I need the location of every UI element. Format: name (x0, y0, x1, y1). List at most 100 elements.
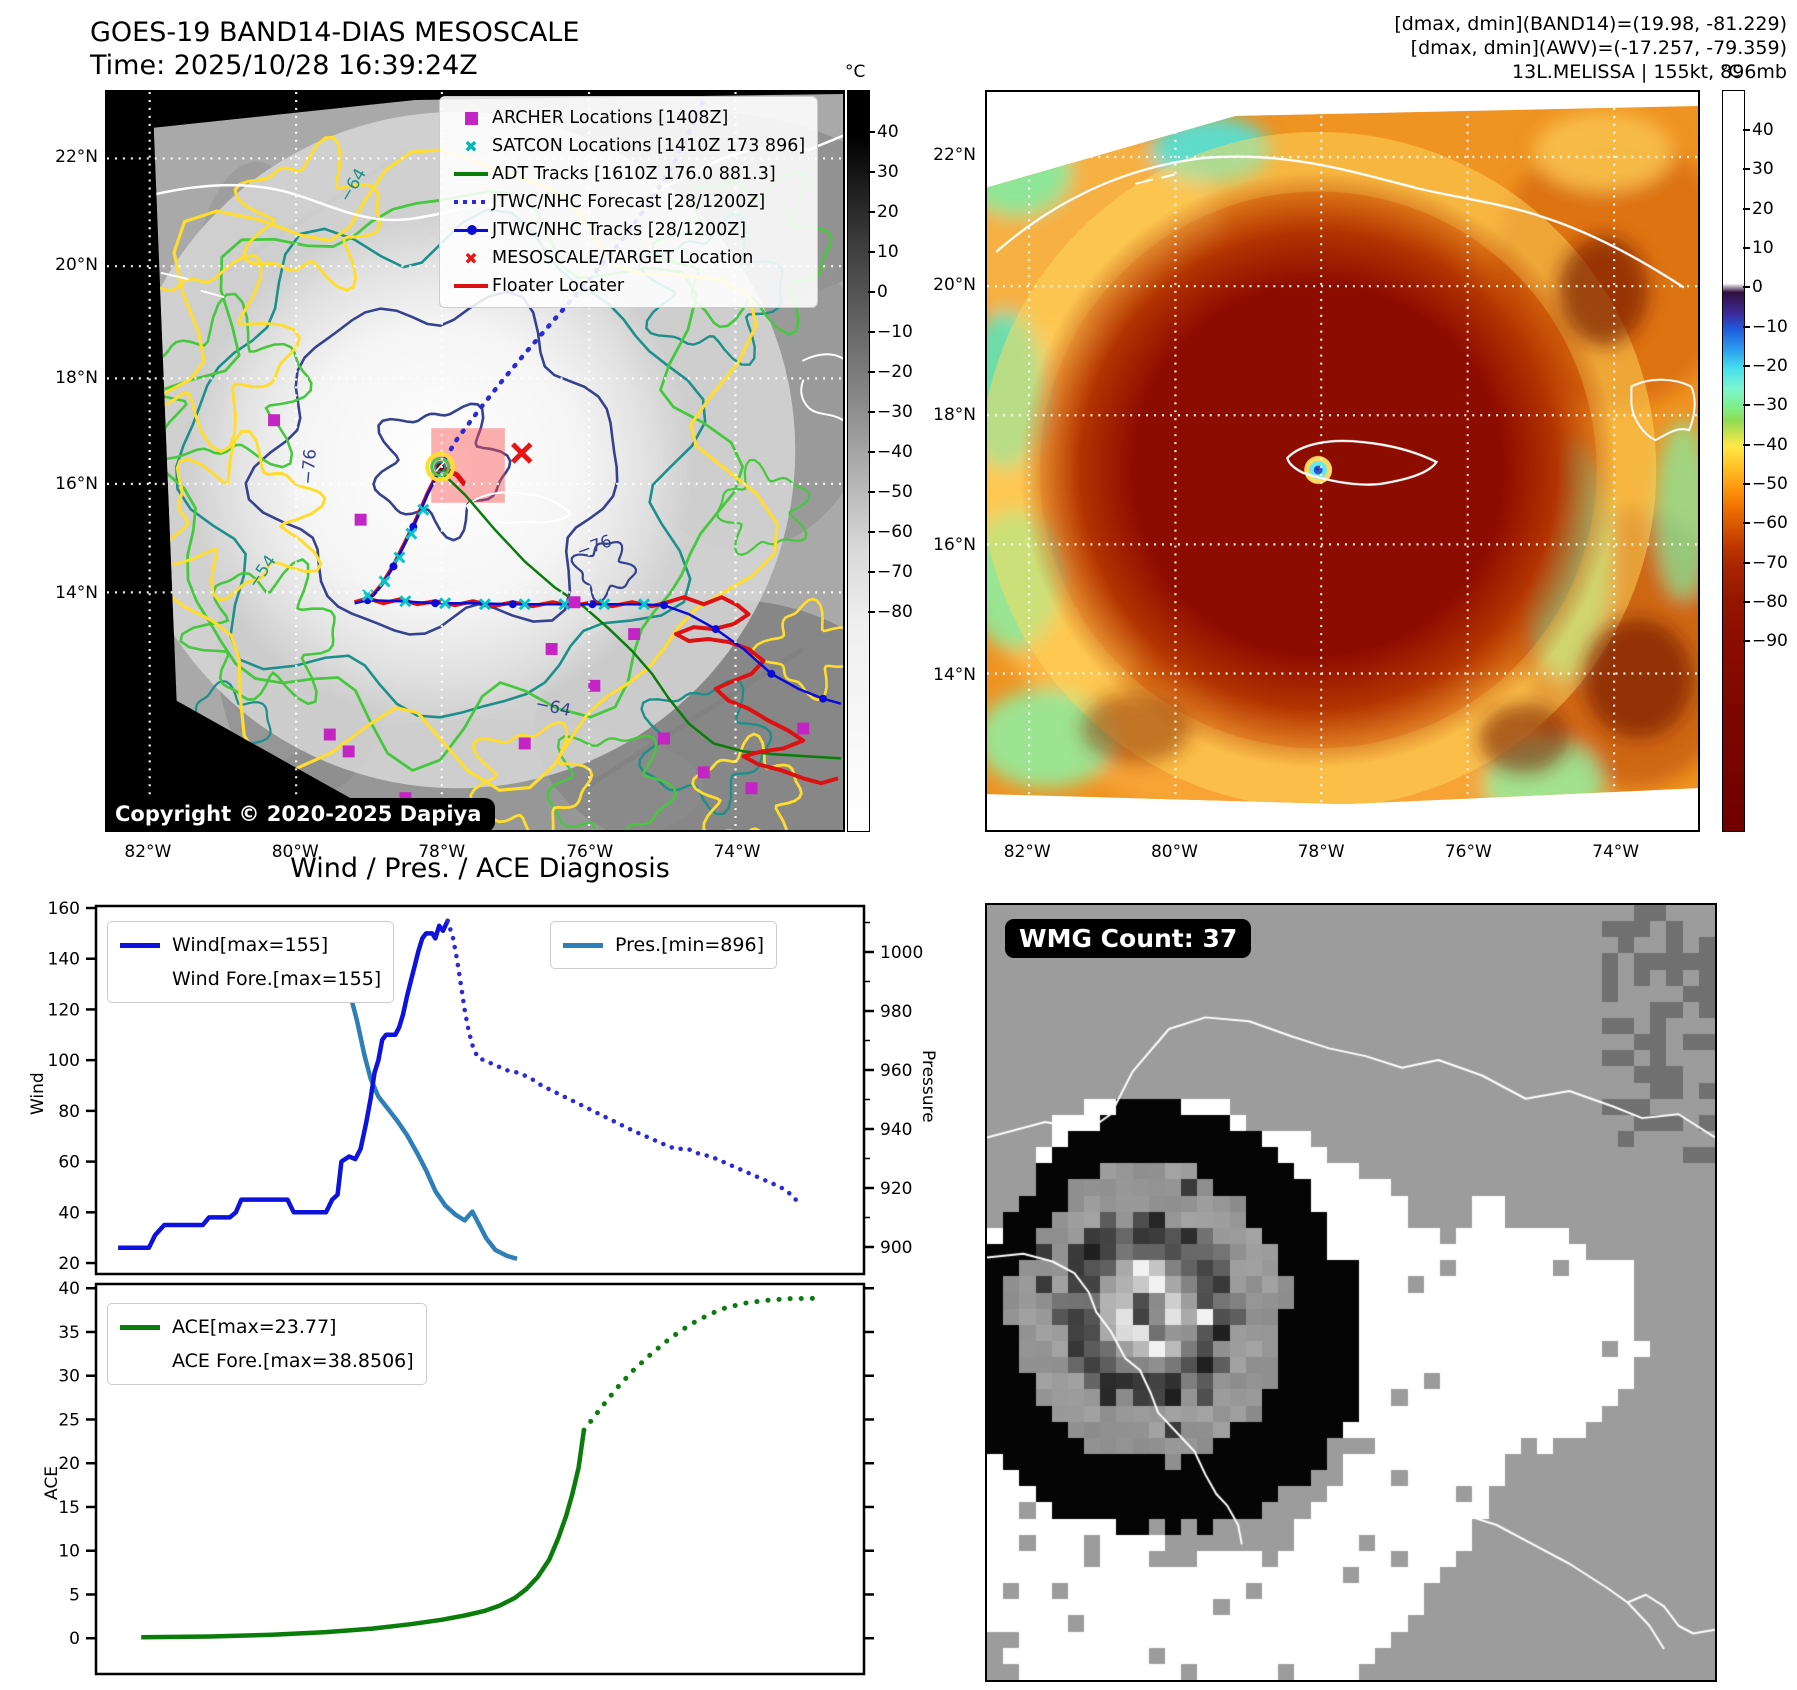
line-marker-icon (454, 172, 488, 176)
colorbar-tick-label: −90 (1743, 631, 1788, 652)
axis-tick-label: 20°N (933, 275, 976, 296)
colorbar-tick-label: 30 (868, 162, 899, 183)
axis-tick-label: 74°W (1592, 842, 1640, 862)
awv-colorbar-gradient (1722, 90, 1745, 832)
legend-item-label: Floater Locater (492, 276, 625, 296)
colorbar-tick-label: −30 (868, 402, 913, 423)
awv-satellite-map (987, 92, 1698, 830)
x-marker (598, 598, 611, 611)
satellite-product-title: GOES-19 BAND14-DIAS MESOSCALE (90, 17, 580, 48)
wind-pressure-chart: 160 140 120 100 80 60 40 20 1000 980 960 940 920 900 … (48, 899, 923, 1276)
colorbar-tick-label: 20 (1743, 198, 1774, 219)
colorbar-unit-label: °C (1720, 62, 1741, 82)
contour-label: −76 (297, 448, 320, 485)
storm-info-header: [dmax, dmin](BAND14)=(19.98, -81.229) [d… (1394, 12, 1787, 84)
diagnosis-chart-title: Wind / Pres. / ACE Diagnosis (290, 853, 670, 884)
archer-marker (354, 513, 367, 526)
pressure-tick-label: 980 (880, 1002, 912, 1022)
wind-axis-label: Wind (28, 1072, 48, 1115)
colorbar-tick-label: −10 (868, 322, 913, 343)
x-marker (417, 503, 430, 516)
contour-ring (179, 557, 336, 706)
colorbar-tick-label: −80 (868, 602, 913, 623)
contour-ring (546, 734, 678, 830)
colorbar-tick-label: 10 (1743, 238, 1774, 259)
legend-item-label: MESOSCALE/TARGET Location (492, 248, 754, 268)
wind-forecast-legend-swatch (120, 977, 160, 982)
archer-marker (342, 745, 355, 758)
x-marker (405, 527, 418, 540)
legend-item: JTWC/NHC Forecast [28/1200Z] (450, 188, 805, 216)
wmg-microwave-map (987, 905, 1715, 1680)
contour-ring (716, 458, 811, 557)
colorbar-tick-label: −40 (1743, 434, 1788, 455)
wind-tick-label: 120 (48, 1000, 80, 1020)
awv-coastlines (995, 155, 1696, 486)
wind-tick-label: 20 (58, 1254, 80, 1274)
archer-marker (568, 596, 581, 609)
band14-map-legend: ARCHER Locations [1408Z] ✖ SATCON Location… (439, 96, 819, 308)
x-marker (478, 598, 491, 611)
contour-ring (155, 429, 327, 602)
wind-tick-label: 80 (58, 1102, 80, 1122)
colorbar-tick-label: −50 (868, 482, 913, 503)
colorbar-unit-label: °C (845, 62, 866, 82)
axis-tick-label: 76°W (1444, 842, 1492, 862)
colorbar-tick-label: 30 (1743, 159, 1774, 180)
band14-colorbar: °C 40 30 20 10 0 −10 −20 −30 −40 −50 −60 −70 −80 (845, 62, 937, 832)
axis-tick-label: 18°N (55, 367, 98, 388)
archer-satcon-markers (268, 414, 810, 815)
wind-legend-swatch (120, 942, 160, 948)
contour-ring (751, 597, 843, 702)
wmg-panel: WMG Count: 37 (985, 903, 1717, 1682)
pressure-tick-label: 920 (880, 1179, 912, 1199)
storm-eye-marker (425, 452, 456, 482)
contour-ring (372, 402, 512, 542)
overshooting-tops (1081, 236, 1694, 774)
timestamp: Time: 2025/10/28 16:39:24Z (90, 50, 478, 81)
axis-tick-label: 76°W (566, 842, 614, 862)
awv-colorbar: °C 40 30 20 10 0 −10 −20 −30 −40 −50 −60 −70 −80 −90 (1720, 62, 1797, 832)
x-marker (378, 575, 391, 588)
archer-marker (628, 628, 641, 641)
archer-marker (518, 737, 531, 750)
legend-item: ADT Tracks [1610Z 176.0 881.3] (450, 160, 805, 188)
ace-tick-label: 5 (69, 1585, 80, 1605)
axis-tick-label: 16°N (933, 534, 976, 555)
axis-tick-label: 14°N (55, 583, 98, 604)
pressure-legend-swatch (563, 942, 603, 948)
awv-eye-marker (1304, 456, 1333, 484)
colorbar-tick-label: −60 (868, 522, 913, 543)
storm-id-intensity: 13L.MELISSA | 155kt, 896mb (1512, 61, 1787, 83)
contour-ring (153, 292, 313, 469)
pressure-tick-label: 1000 (880, 943, 923, 963)
band14-colorbar-gradient (847, 90, 870, 832)
ace-tick-label: 25 (58, 1410, 80, 1430)
wind-series (118, 919, 450, 1251)
wmg-count-badge: WMG Count: 37 (1005, 919, 1252, 958)
legend-item-label: SATCON Locations [1410Z 173 896] (492, 136, 806, 156)
contour-ring (570, 540, 638, 604)
contour-ring (469, 721, 594, 830)
legend-marker-square (450, 111, 492, 125)
contour-ring (244, 290, 619, 636)
x-marker-icon: ✖ (464, 248, 478, 268)
x-marker (399, 595, 412, 608)
legend-marker-line-dot (450, 225, 492, 235)
colorbar-tick-label: −30 (1743, 395, 1788, 416)
legend-item-label: JTWC/NHC Tracks [28/1200Z] (492, 220, 747, 240)
wind-tick-label: 100 (48, 1051, 80, 1071)
chart-frame (94, 1282, 866, 1676)
chart-frame (94, 904, 866, 1276)
ace-tick-label: 20 (58, 1454, 80, 1474)
axis-tick-label: 82°W (1003, 842, 1051, 862)
ace-tick-label: 35 (58, 1323, 80, 1343)
ace-tick-label: 15 (58, 1498, 80, 1518)
ace-tick-label: 10 (58, 1542, 80, 1562)
colorbar-tick-label: −50 (1743, 474, 1788, 494)
ace-legend: ACE[max=23.77] ACE Fore.[max=38.8506] (107, 1303, 427, 1385)
legend-marker-dotted (450, 200, 492, 204)
colorbar-tick-label: 40 (1743, 120, 1774, 141)
contour-ring (233, 135, 382, 292)
